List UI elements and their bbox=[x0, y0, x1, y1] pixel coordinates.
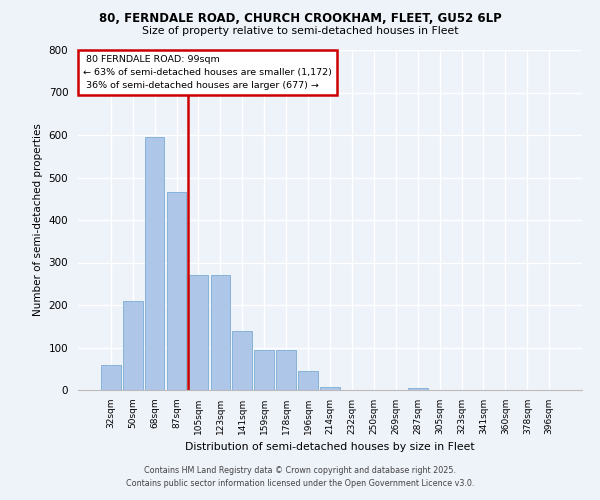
Text: 80 FERNDALE ROAD: 99sqm
← 63% of semi-detached houses are smaller (1,172)
 36% o: 80 FERNDALE ROAD: 99sqm ← 63% of semi-de… bbox=[83, 55, 332, 90]
Y-axis label: Number of semi-detached properties: Number of semi-detached properties bbox=[33, 124, 43, 316]
Bar bbox=[145, 137, 164, 390]
Bar bbox=[276, 350, 296, 390]
Bar bbox=[232, 330, 252, 390]
Text: Contains HM Land Registry data © Crown copyright and database right 2025.
Contai: Contains HM Land Registry data © Crown c… bbox=[126, 466, 474, 487]
Bar bbox=[254, 350, 274, 390]
Bar bbox=[408, 388, 428, 390]
Bar bbox=[211, 275, 230, 390]
Bar bbox=[167, 192, 187, 390]
Text: Size of property relative to semi-detached houses in Fleet: Size of property relative to semi-detach… bbox=[142, 26, 458, 36]
Text: 80, FERNDALE ROAD, CHURCH CROOKHAM, FLEET, GU52 6LP: 80, FERNDALE ROAD, CHURCH CROOKHAM, FLEE… bbox=[98, 12, 502, 26]
Bar bbox=[123, 300, 143, 390]
Bar bbox=[101, 364, 121, 390]
Bar bbox=[298, 371, 318, 390]
Text: Distribution of semi-detached houses by size in Fleet: Distribution of semi-detached houses by … bbox=[185, 442, 475, 452]
Bar bbox=[188, 275, 208, 390]
Bar bbox=[320, 387, 340, 390]
